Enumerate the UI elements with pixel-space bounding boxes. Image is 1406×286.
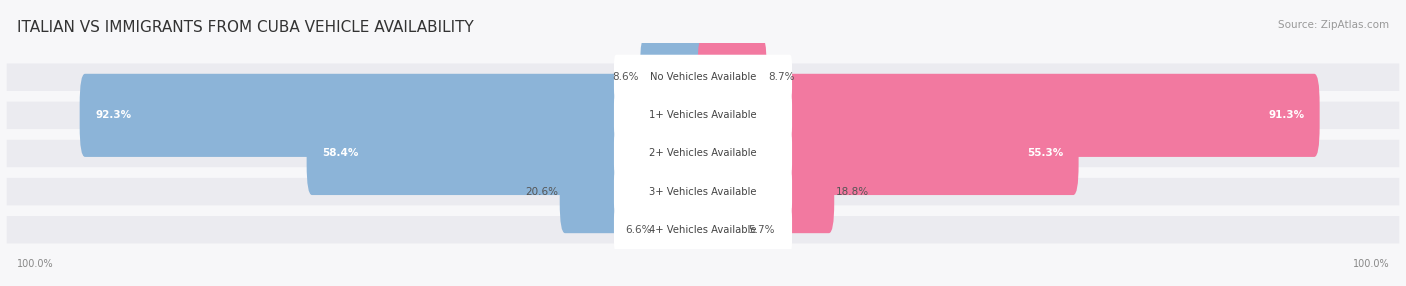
FancyBboxPatch shape	[7, 140, 1399, 167]
FancyBboxPatch shape	[7, 102, 1399, 129]
FancyBboxPatch shape	[614, 169, 792, 214]
Text: ITALIAN VS IMMIGRANTS FROM CUBA VEHICLE AVAILABILITY: ITALIAN VS IMMIGRANTS FROM CUBA VEHICLE …	[17, 20, 474, 35]
Text: 5.7%: 5.7%	[748, 225, 775, 235]
Text: 100.0%: 100.0%	[17, 259, 53, 269]
Text: 91.3%: 91.3%	[1268, 110, 1305, 120]
FancyBboxPatch shape	[614, 207, 792, 252]
Text: 92.3%: 92.3%	[96, 110, 131, 120]
Text: 4+ Vehicles Available: 4+ Vehicles Available	[650, 225, 756, 235]
FancyBboxPatch shape	[697, 36, 766, 119]
Text: 1+ Vehicles Available: 1+ Vehicles Available	[650, 110, 756, 120]
Text: 100.0%: 100.0%	[1353, 259, 1389, 269]
FancyBboxPatch shape	[697, 74, 1320, 157]
Text: Source: ZipAtlas.com: Source: ZipAtlas.com	[1278, 20, 1389, 30]
FancyBboxPatch shape	[614, 55, 792, 100]
Text: 8.6%: 8.6%	[612, 72, 638, 82]
FancyBboxPatch shape	[307, 112, 709, 195]
FancyBboxPatch shape	[654, 188, 709, 271]
Text: 55.3%: 55.3%	[1026, 148, 1063, 158]
Text: 18.8%: 18.8%	[835, 187, 869, 196]
FancyBboxPatch shape	[697, 150, 834, 233]
FancyBboxPatch shape	[614, 93, 792, 138]
FancyBboxPatch shape	[7, 63, 1399, 91]
FancyBboxPatch shape	[560, 150, 709, 233]
FancyBboxPatch shape	[640, 36, 709, 119]
Text: 58.4%: 58.4%	[322, 148, 359, 158]
FancyBboxPatch shape	[80, 74, 709, 157]
FancyBboxPatch shape	[614, 131, 792, 176]
Text: 6.6%: 6.6%	[626, 225, 652, 235]
Text: 8.7%: 8.7%	[768, 72, 794, 82]
Text: 3+ Vehicles Available: 3+ Vehicles Available	[650, 187, 756, 196]
Text: 2+ Vehicles Available: 2+ Vehicles Available	[650, 148, 756, 158]
FancyBboxPatch shape	[7, 216, 1399, 243]
FancyBboxPatch shape	[697, 188, 747, 271]
FancyBboxPatch shape	[697, 112, 1078, 195]
FancyBboxPatch shape	[7, 178, 1399, 205]
Text: 20.6%: 20.6%	[526, 187, 558, 196]
Text: No Vehicles Available: No Vehicles Available	[650, 72, 756, 82]
